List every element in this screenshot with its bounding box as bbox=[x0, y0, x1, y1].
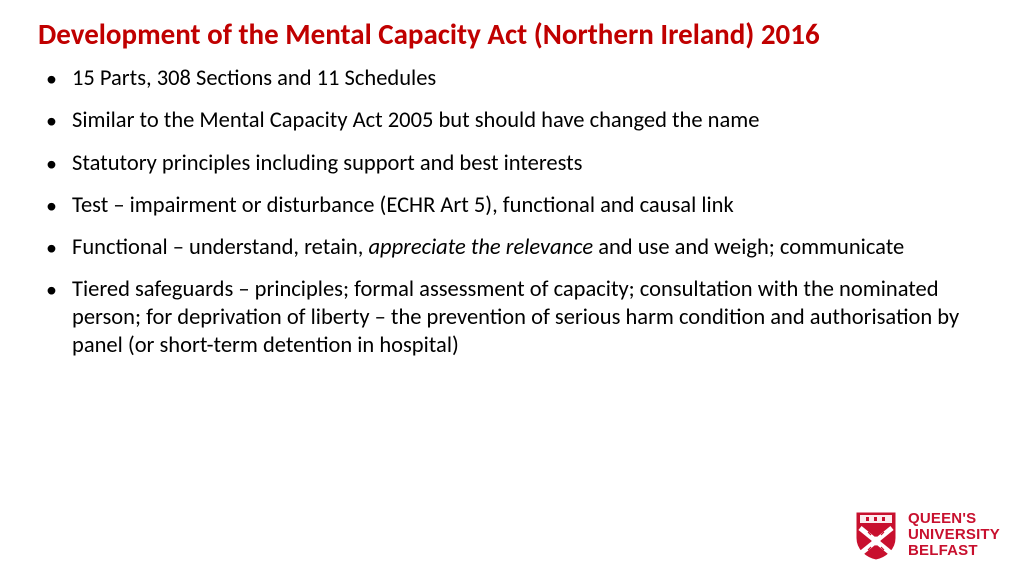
list-item: Tiered safeguards – principles; formal a… bbox=[38, 276, 986, 360]
text-run: and use and weigh; communicate bbox=[593, 234, 904, 261]
list-item: Statutory principles including support a… bbox=[38, 150, 986, 178]
list-item: Similar to the Mental Capacity Act 2005 … bbox=[38, 107, 986, 135]
logo-line-2: UNIVERSITY bbox=[908, 527, 1000, 543]
list-item: 15 Parts, 308 Sections and 11 Schedules bbox=[38, 65, 986, 93]
slide-title: Development of the Mental Capacity Act (… bbox=[38, 18, 986, 51]
list-item: Test – impairment or disturbance (ECHR A… bbox=[38, 192, 986, 220]
university-logo: QUEEN'S UNIVERSITY BELFAST bbox=[852, 508, 1000, 562]
logo-text: QUEEN'S UNIVERSITY BELFAST bbox=[908, 511, 1000, 558]
shield-icon bbox=[852, 508, 900, 562]
text-run: Functional – understand, retain, bbox=[72, 234, 368, 261]
logo-line-3: BELFAST bbox=[908, 543, 1000, 559]
slide: Development of the Mental Capacity Act (… bbox=[0, 0, 1024, 576]
list-item: Functional – understand, retain, appreci… bbox=[38, 234, 986, 262]
bullet-list: 15 Parts, 308 Sections and 11 Schedules … bbox=[38, 65, 986, 360]
text-run-italic: appreciate the relevance bbox=[368, 234, 593, 261]
logo-line-1: QUEEN'S bbox=[908, 511, 1000, 527]
